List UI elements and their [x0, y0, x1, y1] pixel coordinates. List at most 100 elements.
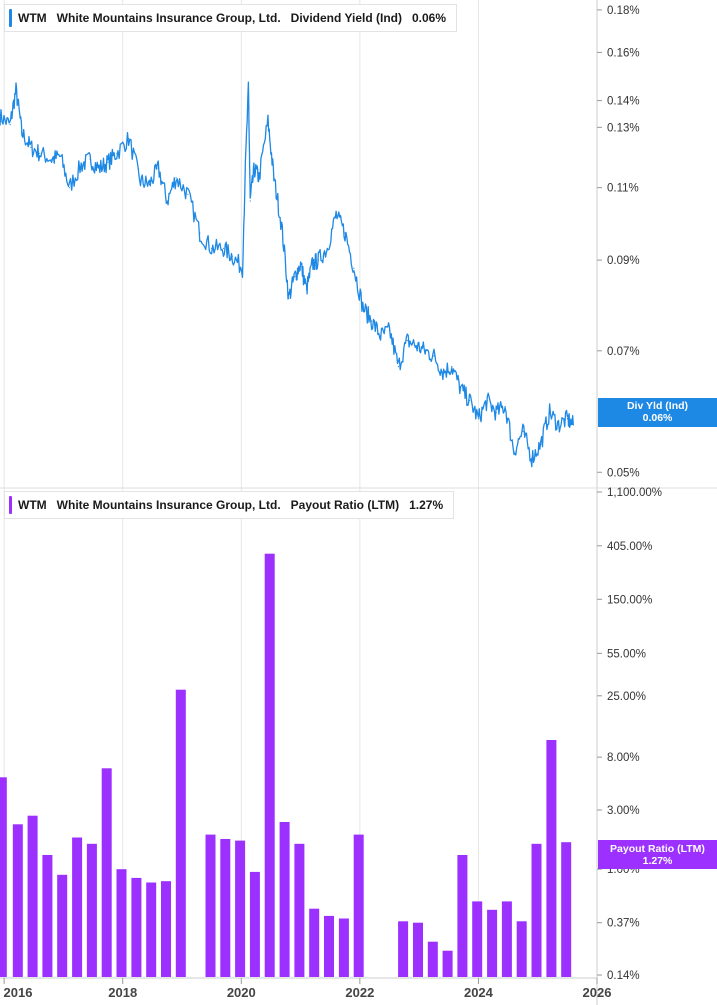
tag-label: Payout Ratio (LTM): [610, 843, 705, 855]
dividend-yield-point: [549, 411, 551, 414]
dividend-yield-point: [288, 297, 290, 299]
tag-value: 0.06%: [642, 412, 673, 424]
payout-ratio-bar: [57, 874, 68, 977]
legend-company: White Mountains Insurance Group, Ltd.: [56, 498, 281, 512]
dividend-yield-point: [311, 263, 313, 265]
dividend-yield-point: [317, 259, 319, 261]
x-tick-label: 2026: [583, 985, 612, 1000]
tag-value: 1.27%: [642, 855, 673, 867]
y-tick-label: 0.05%: [607, 467, 640, 479]
payout-ratio-bar: [294, 843, 305, 977]
payout-ratio-bar: [472, 901, 483, 977]
dividend-yield-point: [139, 180, 142, 182]
payout-ratio-bar: [27, 815, 38, 977]
dividend-yield-point: [406, 340, 408, 342]
dividend-yield-point: [300, 263, 302, 265]
legend-company: White Mountains Insurance Group, Ltd.: [56, 11, 281, 25]
dividend-yield-point: [187, 193, 189, 195]
dividend-yield-point: [531, 457, 533, 459]
y-tick-label: 0.13%: [607, 122, 640, 134]
dividend-yield-point: [486, 399, 488, 402]
payout-ratio-bar: [338, 918, 349, 977]
dividend-yield-point: [247, 89, 249, 91]
dividend-yield-point: [15, 89, 17, 91]
dividend-yield-point: [557, 424, 560, 426]
y-tick-label: 25.00%: [607, 691, 646, 703]
dividend-yield-point: [157, 167, 159, 170]
dividend-yield-point: [166, 200, 168, 202]
dividend-yield-point: [344, 232, 346, 234]
legend-ticker: WTM: [18, 11, 47, 25]
dividend-yield-point: [0, 115, 1, 117]
payout-ratio-bar: [516, 921, 527, 977]
dividend-yield-plot: [0, 81, 574, 468]
payout-ratio-bar: [116, 869, 127, 977]
dividend-yield-point: [211, 247, 213, 249]
y-tick-label: 0.18%: [607, 5, 640, 17]
dividend-yield-point: [477, 418, 479, 420]
x-tick-label: 2020: [227, 985, 256, 1000]
dividend-yield-point: [59, 155, 62, 157]
y-tick-label: 0.14%: [607, 96, 640, 108]
y-tick-label: 8.00%: [607, 752, 640, 764]
dividend-yield-point: [267, 121, 269, 123]
dividend-yield-point: [258, 177, 260, 179]
dividend-yield-point: [253, 167, 255, 170]
dividend-yield-point: [442, 371, 444, 373]
y-tick-label: 0.14%: [607, 970, 640, 982]
dividend-yield-point: [371, 320, 373, 322]
payout-ratio-bar: [398, 921, 409, 977]
payout-ratio-bar: [205, 834, 216, 977]
dividend-yield-point: [68, 187, 70, 189]
dividend-yield-point: [504, 405, 506, 408]
dividend-yield-point: [80, 164, 82, 166]
dividend-yield-point: [30, 146, 32, 148]
dividend-yield-point: [9, 124, 11, 126]
dividend-yield-point: [424, 350, 426, 352]
dividend-yield-point: [397, 366, 399, 368]
dividend-yield-point: [326, 247, 328, 249]
y-tick-label: 0.11%: [607, 183, 639, 195]
payout-ratio-bar: [309, 908, 320, 977]
dividend-yield-point: [116, 152, 118, 154]
dividend-yield-point: [89, 158, 91, 160]
x-tick-label: 2016: [4, 985, 33, 1000]
dividend-yield-point: [566, 418, 569, 420]
payout-ratio-bar: [531, 843, 542, 977]
payout-ratio-bar: [0, 777, 7, 977]
dividend-yield-point: [415, 345, 417, 347]
payout-ratio-bar: [86, 843, 97, 977]
payout-ratio-bar: [146, 882, 157, 977]
dividend-yield-point: [572, 424, 574, 426]
dividend-yield-point: [380, 335, 382, 337]
payout-ratio-value-tag: Payout Ratio (LTM) 1.27%: [598, 840, 717, 869]
payout-ratio-bar: [264, 553, 275, 977]
y-tick-label: 150.00%: [607, 594, 652, 606]
payout-ratio-bar: [413, 922, 423, 977]
dividend-yield-point: [335, 214, 337, 216]
payout-ratio-bar: [72, 837, 83, 977]
y-tick-label: 55.00%: [607, 648, 646, 660]
legend-value: 0.06%: [412, 11, 447, 25]
payout-ratio-bar: [457, 855, 468, 977]
dividend-yield-point: [513, 450, 515, 452]
payout-ratio-swatch: [9, 496, 12, 514]
payout-ratio-bar: [249, 871, 260, 977]
payout-ratio-plot: [0, 553, 572, 977]
dividend-yield-swatch: [9, 9, 12, 27]
payout-ratio-bar: [427, 941, 438, 977]
payout-ratio-bar: [12, 824, 23, 977]
dividend-yield-point: [540, 443, 542, 446]
dividend-yield-point: [522, 430, 524, 432]
payout-ratio-bar: [442, 950, 453, 977]
dividend-yield-point: [460, 388, 462, 390]
x-tick-label: 2018: [108, 985, 137, 1000]
y-tick-label: 0.09%: [607, 255, 640, 267]
dividend-yield-point: [273, 177, 275, 179]
x-tick-label: 2024: [464, 985, 494, 1000]
payout-ratio-bar: [220, 839, 231, 977]
dividend-yield-line: [0, 81, 574, 468]
dividend-yield-point: [468, 399, 471, 402]
